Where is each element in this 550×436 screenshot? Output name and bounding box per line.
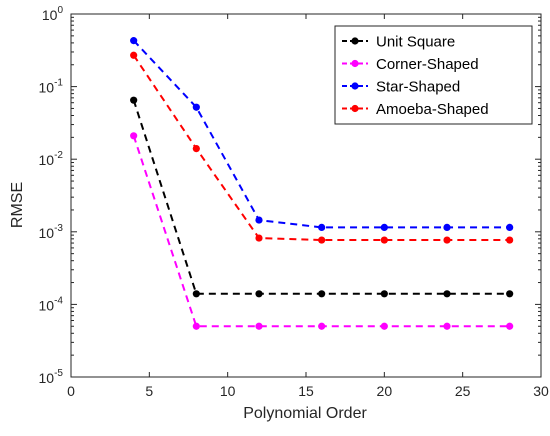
x-axis-ticks: 0 5 10 15 20 25 30 bbox=[67, 14, 549, 399]
x-axis-label: Polynomial Order bbox=[243, 405, 367, 422]
y-tick-label: 10-2 bbox=[39, 150, 64, 168]
legend-swatch-marker bbox=[351, 59, 359, 68]
y-tick-label: 100 bbox=[42, 5, 64, 23]
x-tick-label: 0 bbox=[67, 383, 75, 399]
data-point bbox=[318, 223, 326, 231]
y-tick-label: 10-5 bbox=[39, 368, 64, 386]
data-point bbox=[318, 290, 326, 298]
data-point bbox=[443, 290, 451, 298]
y-tick-label: 10-4 bbox=[39, 295, 64, 313]
legend-entry-label: Star-Shaped bbox=[376, 79, 460, 96]
data-point bbox=[192, 322, 200, 330]
data-point bbox=[443, 236, 451, 244]
x-tick-label: 30 bbox=[533, 383, 549, 399]
y-tick-label: 10-3 bbox=[39, 223, 64, 241]
data-point bbox=[318, 236, 326, 244]
data-point bbox=[255, 234, 263, 242]
data-point bbox=[130, 51, 138, 59]
legend-swatch-marker bbox=[351, 104, 359, 113]
data-point bbox=[192, 290, 200, 298]
legend-swatch-marker bbox=[351, 37, 359, 45]
y-axis-label: RMSE bbox=[9, 182, 26, 228]
x-tick-label: 25 bbox=[455, 383, 471, 399]
data-point bbox=[255, 216, 263, 224]
x-tick-label: 10 bbox=[220, 383, 236, 399]
data-point bbox=[192, 103, 200, 111]
data-point bbox=[506, 322, 514, 330]
data-point bbox=[506, 290, 514, 298]
data-point bbox=[255, 290, 263, 298]
data-point bbox=[443, 223, 451, 231]
legend-swatch-marker bbox=[351, 82, 359, 90]
x-tick-label: 20 bbox=[377, 383, 393, 399]
legend-entry-label: Corner-Shaped bbox=[376, 56, 479, 73]
data-point bbox=[506, 236, 514, 244]
legend: Unit Square Corner-Shaped Star-Shaped Amoeb… bbox=[334, 25, 533, 125]
x-tick-label: 5 bbox=[145, 383, 153, 399]
data-point bbox=[318, 322, 326, 330]
y-axis-ticks: 10-5 10-4 10-3 10-2 10-1 100 bbox=[39, 5, 541, 386]
data-point bbox=[380, 290, 388, 298]
data-point bbox=[255, 322, 263, 330]
data-point bbox=[130, 132, 138, 140]
legend-entry-label: Amoeba-Shaped bbox=[376, 101, 489, 118]
data-point bbox=[130, 96, 138, 104]
legend-entry-label: Unit Square bbox=[376, 34, 455, 51]
data-point bbox=[380, 322, 388, 330]
data-point bbox=[130, 37, 138, 45]
y-tick-label: 10-1 bbox=[39, 78, 64, 96]
data-point bbox=[506, 223, 514, 231]
data-point bbox=[192, 144, 200, 153]
data-point bbox=[380, 223, 388, 231]
data-point bbox=[443, 322, 451, 330]
x-tick-label: 15 bbox=[298, 383, 314, 399]
data-point bbox=[380, 236, 388, 244]
series-layer bbox=[130, 37, 514, 330]
